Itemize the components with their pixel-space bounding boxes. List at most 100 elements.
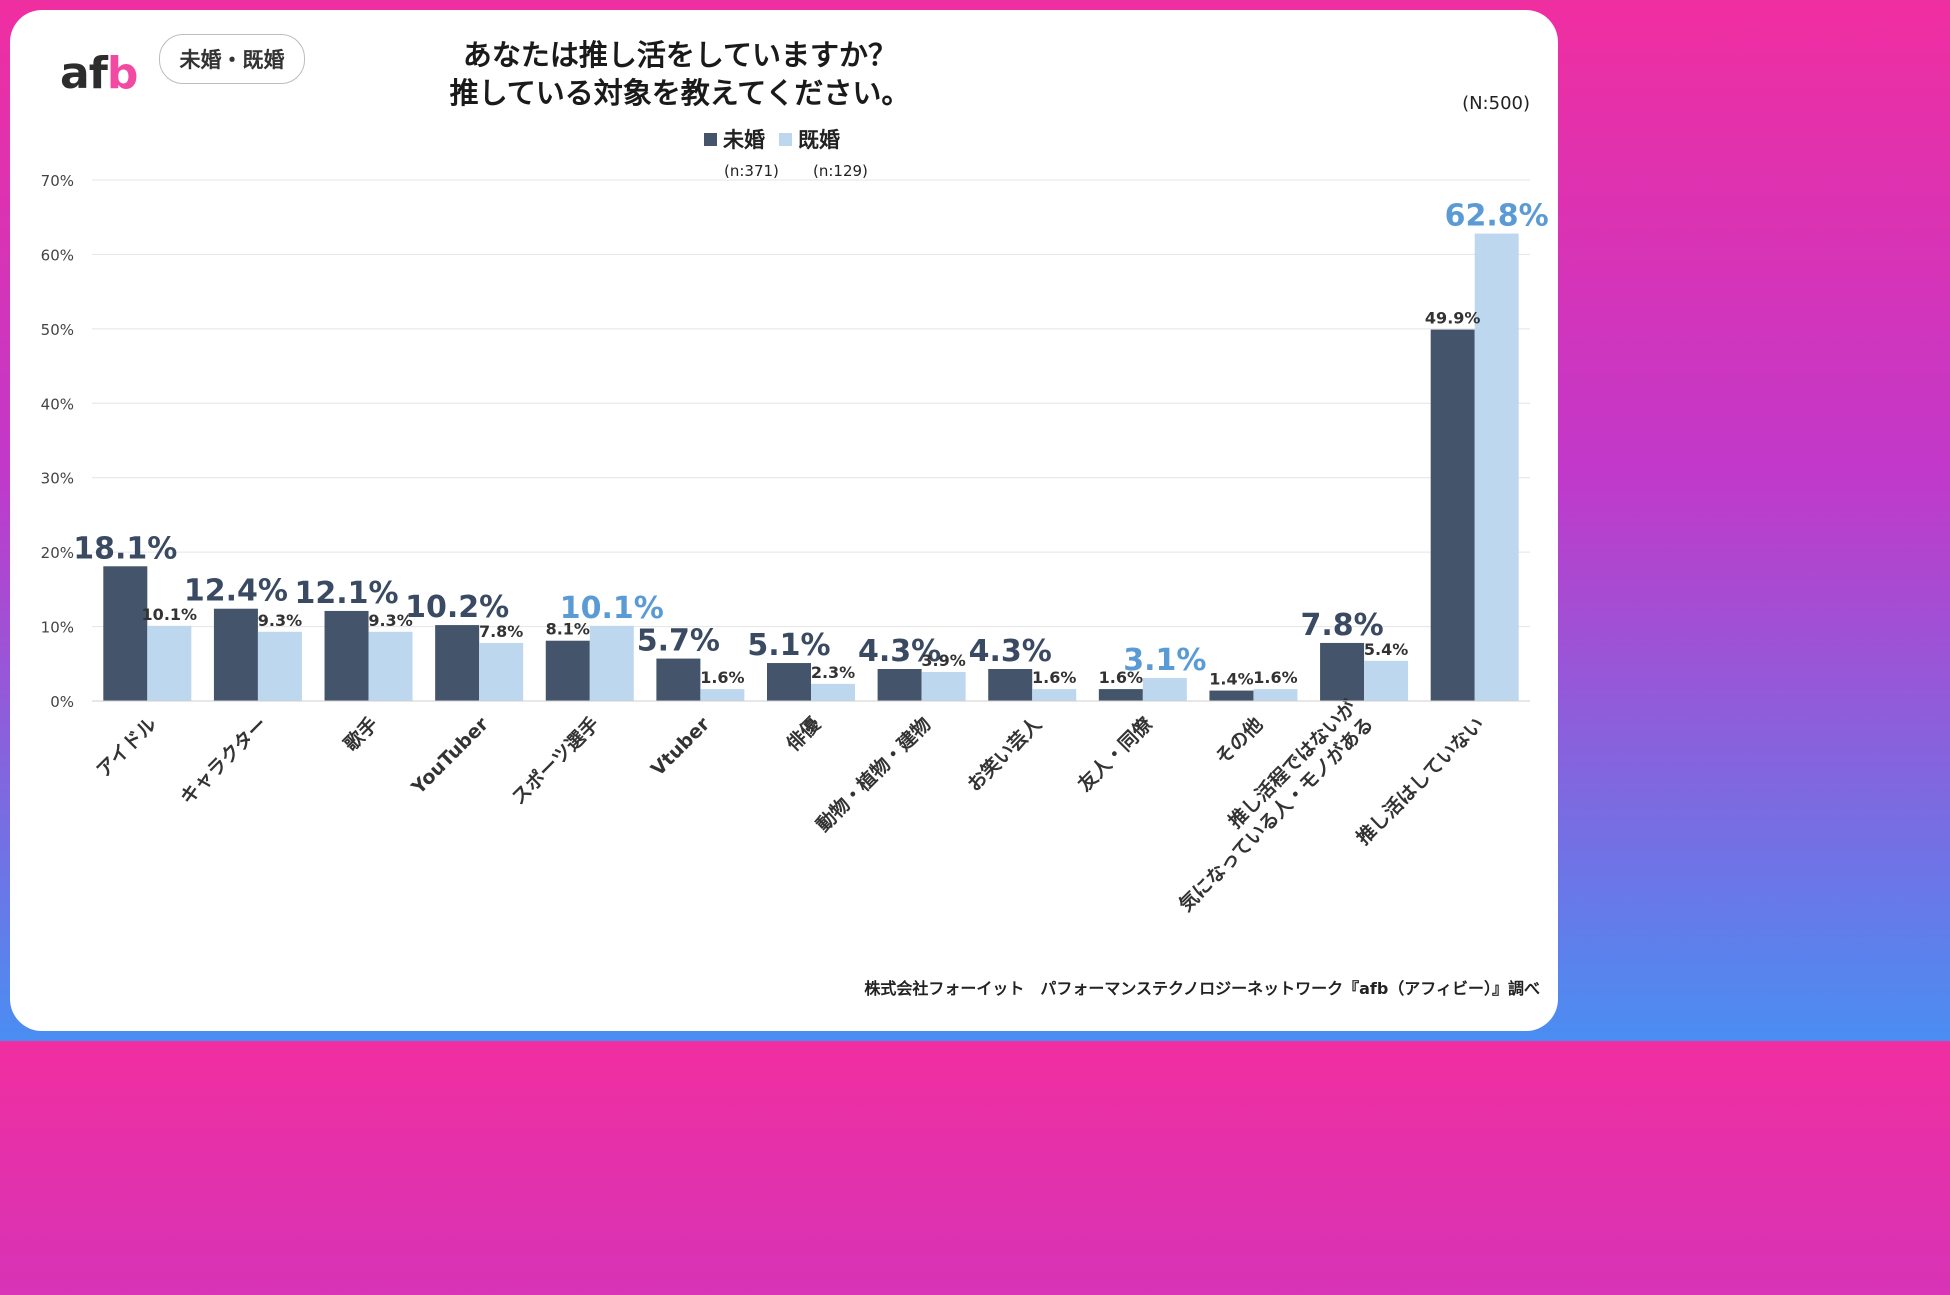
- bar-married: [479, 642, 524, 701]
- bar-unmarried: [435, 625, 480, 701]
- bar-married: [1474, 233, 1519, 702]
- bar-married: [147, 625, 192, 701]
- data-label-unmarried: 8.1%: [546, 620, 590, 639]
- data-label-married: 10.1%: [142, 605, 198, 624]
- data-label-married: 5.4%: [1364, 640, 1408, 659]
- bar-unmarried: [767, 663, 811, 701]
- bar-unmarried: [988, 668, 1033, 701]
- bar-married: [368, 631, 413, 701]
- y-tick-label: 50%: [41, 321, 74, 339]
- data-label-married: 9.3%: [258, 611, 302, 630]
- x-tick-label-line: 歌手: [339, 713, 382, 756]
- data-label-unmarried: 18.1%: [73, 531, 177, 566]
- data-label-unmarried: 1.4%: [1209, 670, 1253, 689]
- x-tick-label-line: その他: [1211, 713, 1268, 770]
- x-tick-label: 俳優: [782, 712, 826, 756]
- data-label-unmarried: 7.8%: [1300, 608, 1383, 643]
- bar-married: [589, 625, 634, 701]
- y-tick-label: 20%: [41, 544, 74, 562]
- legend-n-married: (n:129): [813, 162, 868, 180]
- bar-married: [1253, 689, 1298, 701]
- bar-married: [811, 683, 855, 701]
- x-tick-label-line: お笑い芸人: [963, 712, 1047, 796]
- data-label-married: 2.3%: [811, 663, 855, 682]
- x-tick-label: Vtuber: [647, 713, 715, 781]
- x-tick-label: YouTuber: [407, 713, 494, 800]
- y-tick-label: 60%: [41, 246, 74, 264]
- bar-married: [1032, 689, 1077, 701]
- bar-unmarried: [1320, 642, 1365, 701]
- data-label-married: 1.6%: [1253, 668, 1297, 687]
- legend-swatch-married: [779, 132, 792, 146]
- bar-unmarried: [213, 608, 258, 701]
- data-label-unmarried: 4.3%: [969, 634, 1052, 669]
- x-tick-label: 動物・植物・建物: [812, 713, 936, 837]
- title-line-2: 推している対象を教えてください。: [449, 76, 911, 110]
- y-tick-label: 70%: [41, 172, 74, 190]
- data-label-married: 10.1%: [560, 591, 664, 626]
- x-tick-label: キャラクター: [176, 713, 272, 809]
- x-tick-label-line: 気になっている人・モノがある: [1174, 713, 1378, 917]
- x-tick-label-line: キャラクター: [176, 713, 272, 809]
- data-label-married: 62.8%: [1445, 199, 1549, 234]
- bar-unmarried: [1098, 689, 1143, 701]
- x-tick-label: その他: [1211, 713, 1268, 770]
- bar-unmarried: [656, 658, 701, 701]
- total-sample-size: (N:500): [1462, 93, 1530, 114]
- x-tick-label-line: アイドル: [92, 713, 161, 782]
- data-label-married: 1.6%: [1032, 668, 1076, 687]
- data-label-unmarried: 12.1%: [294, 576, 398, 611]
- bar-unmarried: [324, 610, 369, 701]
- bar-married: [700, 689, 745, 701]
- x-tick-label-line: Vtuber: [647, 713, 715, 781]
- bar-unmarried: [877, 668, 922, 701]
- data-label-unmarried: 5.1%: [747, 628, 830, 663]
- y-tick-label: 30%: [41, 470, 74, 488]
- data-label-unmarried: 4.3%: [858, 634, 941, 669]
- data-label-married: 3.9%: [921, 651, 965, 670]
- x-tick-label-line: 友人・同僚: [1073, 712, 1157, 796]
- legend-item-married: 既婚: [779, 124, 840, 154]
- data-label-unmarried: 12.4%: [184, 574, 288, 609]
- legend-n-unmarried: (n:371): [724, 162, 779, 180]
- data-label-unmarried: 5.7%: [637, 624, 720, 659]
- bar-married: [1142, 677, 1187, 701]
- bar-married: [1364, 660, 1409, 701]
- data-label-married: 9.3%: [368, 611, 412, 630]
- bar-unmarried: [103, 566, 148, 701]
- x-tick-label-line: YouTuber: [407, 713, 494, 800]
- legend-swatch-unmarried: [704, 132, 717, 146]
- afb-logo: afb: [60, 48, 138, 99]
- bar-unmarried: [1430, 329, 1475, 701]
- x-tick-label-line: 動物・植物・建物: [812, 713, 936, 837]
- y-tick-label: 10%: [41, 619, 74, 637]
- segment-pill: 未婚・既婚: [159, 34, 305, 84]
- data-label-married: 1.6%: [700, 668, 744, 687]
- legend-item-unmarried: 未婚: [704, 124, 765, 154]
- x-tick-label: 歌手: [339, 713, 382, 756]
- title-line-1: あなたは推し活をしていますか？: [462, 38, 898, 72]
- data-label-unmarried: 1.6%: [1099, 668, 1143, 687]
- x-tick-label: お笑い芸人: [963, 712, 1047, 796]
- data-label-married: 3.1%: [1123, 643, 1206, 678]
- data-label-unmarried: 10.2%: [405, 590, 509, 625]
- data-label-unmarried: 49.9%: [1425, 309, 1481, 328]
- bar-married: [921, 671, 966, 701]
- y-tick-label: 40%: [41, 395, 74, 413]
- x-tick-label: スポーツ選手: [507, 713, 604, 810]
- bar-chart: 0% 10% 20% 30% 40% 50% 60% 70% 18.1% 10.1% アイドル 12.…: [41, 172, 1549, 917]
- legend-label-unmarried: 未婚: [723, 128, 765, 152]
- data-label-married: 7.8%: [479, 622, 523, 641]
- y-tick-label: 0%: [50, 693, 74, 711]
- legend-label-married: 既婚: [798, 128, 840, 152]
- x-tick-label: アイドル: [92, 713, 161, 782]
- x-tick-label-line: 俳優: [782, 712, 826, 756]
- bar-married: [257, 631, 302, 701]
- chart-legend: 未婚 既婚: [704, 124, 854, 154]
- x-tick-label-line: スポーツ選手: [507, 713, 604, 810]
- chart-title: あなたは推し活をしていますか？ 推している対象を教えてください。: [400, 36, 960, 112]
- x-tick-label: 友人・同僚: [1073, 712, 1157, 796]
- bar-unmarried: [1209, 690, 1254, 701]
- bar-unmarried: [545, 640, 590, 701]
